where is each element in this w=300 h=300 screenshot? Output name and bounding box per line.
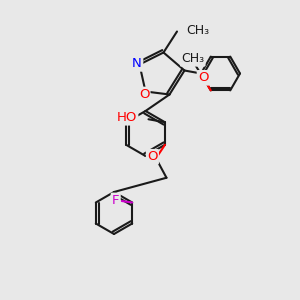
Text: HO: HO [117, 111, 137, 124]
Text: F: F [112, 194, 119, 207]
Text: CH₃: CH₃ [186, 23, 209, 37]
Text: O: O [198, 71, 208, 84]
Text: N: N [132, 57, 142, 70]
Text: O: O [139, 88, 149, 101]
Text: CH₃: CH₃ [181, 52, 204, 65]
Text: O: O [147, 150, 158, 163]
